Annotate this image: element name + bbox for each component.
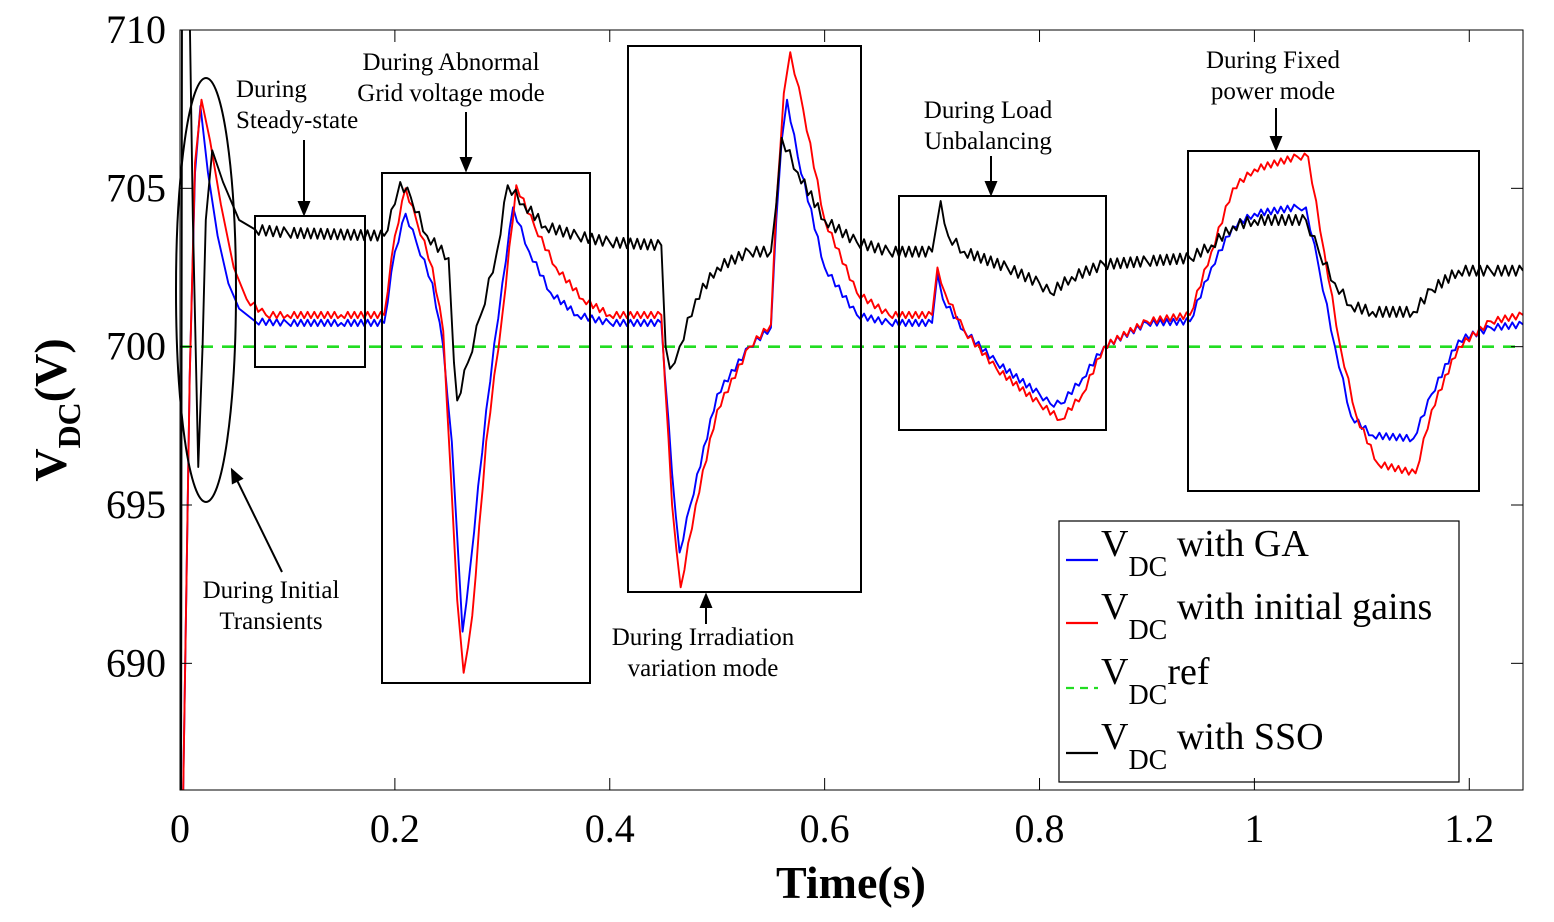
annotation-steady-state: Steady-state — [236, 107, 358, 134]
annotation-boxes — [175, 45, 1480, 684]
annotation-arrow-head — [459, 157, 473, 173]
annotation-fixed-power: power mode — [1211, 78, 1335, 105]
annotation-abnormal-grid: During Abnormal — [362, 49, 539, 76]
legend-label-ga: VDC with GA — [1101, 523, 1309, 583]
annotation-irradiation: variation mode — [628, 655, 779, 682]
plot-frame — [179, 29, 1524, 791]
steady-state-box — [254, 215, 366, 368]
x-tick-label: 0.4 — [585, 806, 635, 851]
x-tick-label: 0 — [170, 806, 190, 851]
annotation-arrows — [230, 108, 1283, 624]
axes: 0 0.2 0.4 0.6 0.8 1 1.2 690 695 700 705 710 Time(s) V… — [25, 7, 1523, 908]
series-layer — [180, 30, 1523, 790]
x-tick-label: 0.8 — [1015, 806, 1065, 851]
annotation-load-unbalancing: Unbalancing — [924, 128, 1052, 155]
y-tick-label: 695 — [106, 482, 166, 527]
irradiation-box — [627, 45, 862, 593]
legend-label-init: VDC with initial gains — [1101, 586, 1432, 646]
annotation-steady-state: During — [236, 76, 307, 103]
x-tick-label: 1 — [1244, 806, 1264, 851]
annotation-fixed-power: During Fixed — [1206, 47, 1341, 74]
annotation-arrow-head — [699, 592, 713, 608]
x-tick-label: 0.6 — [800, 806, 850, 851]
series-line-ga — [180, 98, 1523, 790]
fixed-power-box — [1187, 150, 1480, 492]
initial-transients-ellipse — [175, 77, 237, 503]
legend-label-sso: VDC with SSO — [1101, 716, 1324, 776]
y-tick-label: 700 — [106, 324, 166, 369]
series-line-sso — [180, 30, 1523, 790]
y-tick-label: 705 — [106, 165, 166, 210]
annotation-arrow — [231, 469, 283, 573]
annotation-labels: During Steady-state During Abnormal Grid vo… — [203, 47, 1341, 682]
series-line-init — [180, 51, 1523, 790]
y-tick-label: 710 — [106, 7, 166, 52]
x-tick-label: 0.2 — [370, 806, 420, 851]
annotation-initial-transients: Transients — [219, 608, 322, 635]
y-tick-label: 690 — [106, 640, 166, 685]
y-axis-title: VDC(V) — [25, 338, 87, 481]
load-unbalancing-box — [898, 195, 1107, 431]
x-tick-label: 1.2 — [1444, 806, 1494, 851]
x-axis-title: Time(s) — [776, 857, 926, 908]
annotation-abnormal-grid: Grid voltage mode — [357, 80, 544, 107]
legend-box — [1058, 520, 1460, 783]
annotation-irradiation: During Irradiation — [612, 624, 795, 651]
annotation-arrow-head — [297, 201, 311, 217]
annotation-arrow-head — [230, 467, 244, 485]
annotation-arrow-head — [1269, 136, 1283, 152]
legend-label-ref: VDCref — [1101, 651, 1210, 711]
abnormal-grid-box — [381, 172, 591, 684]
annotation-arrow-head — [984, 181, 998, 197]
annotation-initial-transients: During Initial — [203, 577, 340, 604]
annotation-load-unbalancing: During Load — [924, 97, 1053, 124]
